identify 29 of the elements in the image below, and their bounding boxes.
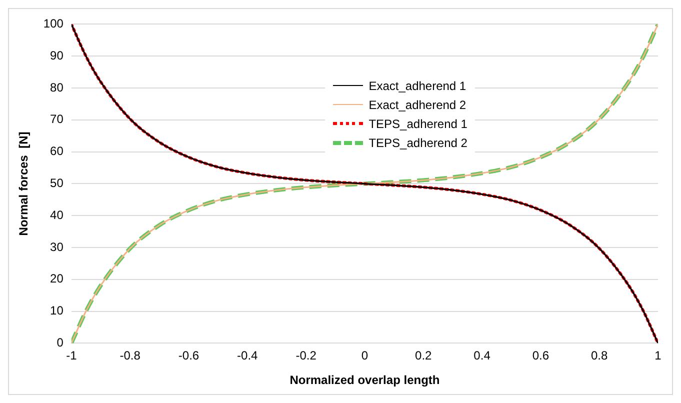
- x-tick-label: -0.6: [178, 348, 200, 363]
- x-tick-label: 0.8: [591, 348, 608, 363]
- y-axis-title: Normal forces [N]: [16, 132, 31, 236]
- line-series: [71, 24, 658, 344]
- x-tick-label: -0.8: [120, 348, 141, 363]
- x-tick-label: 0.4: [474, 348, 491, 363]
- legend-label: Exact_adherend 2: [368, 98, 466, 112]
- y-tick-label: 90: [50, 48, 64, 62]
- y-tick-label: 10: [50, 304, 64, 318]
- x-tick-label: 0.2: [415, 348, 432, 363]
- y-tick-label: 70: [50, 112, 64, 126]
- y-tick-label: 30: [50, 240, 64, 254]
- x-axis-title: Normalized overlap length: [290, 373, 440, 388]
- x-tick-label: -0.4: [237, 348, 258, 363]
- y-tick-label: 20: [50, 272, 64, 286]
- legend-label: TEPS_adherend 1: [368, 116, 468, 131]
- x-tick-label: -0.2: [296, 348, 317, 363]
- x-tick-label: 0: [361, 348, 368, 363]
- y-tick-label: 60: [50, 144, 64, 158]
- y-tick-label: 40: [50, 208, 64, 222]
- y-tick-label: 50: [50, 176, 64, 190]
- y-tick-label: 100: [43, 16, 64, 31]
- x-tick-label: 1: [654, 348, 662, 363]
- legend-label: TEPS_adherend 2: [368, 136, 468, 150]
- x-tick-label: -1: [66, 348, 78, 363]
- y-tick-label: 0: [56, 336, 64, 350]
- y-tick-label: 80: [50, 80, 64, 94]
- legend-label: Exact_adherend 1: [368, 78, 466, 93]
- x-tick-label: 0.6: [532, 348, 550, 363]
